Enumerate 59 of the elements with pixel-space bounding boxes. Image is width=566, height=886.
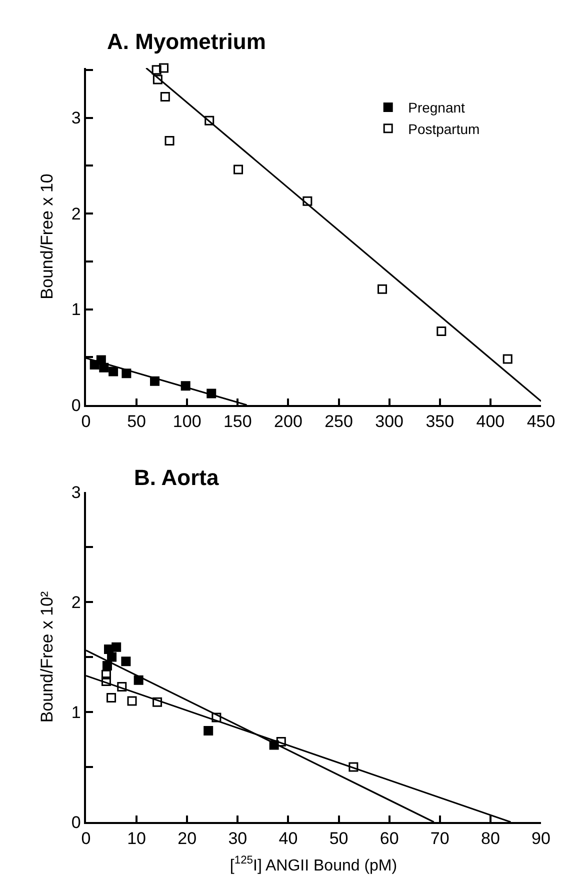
point — [204, 116, 214, 126]
y-tick-label: 2 — [71, 592, 81, 612]
legend-label: Pregnant — [408, 100, 466, 116]
x-tick-label: 150 — [223, 412, 252, 432]
y-tick-label: 0 — [71, 812, 81, 832]
x-axis-title: [$^{125}$I] ANGII Bound (pM) — [230, 854, 398, 874]
point — [99, 362, 109, 372]
y-tick-label: 2 — [71, 204, 81, 224]
point — [107, 652, 117, 662]
point — [152, 74, 162, 84]
point — [204, 726, 214, 736]
y-tick-label: 1 — [71, 300, 81, 320]
point — [152, 65, 162, 75]
point — [378, 284, 388, 294]
y-axis-title: Bound/Free x 10 — [37, 174, 56, 300]
x-tick-label: 30 — [228, 829, 248, 848]
x-tick-label: 80 — [480, 829, 500, 848]
point — [436, 326, 446, 336]
point — [160, 92, 170, 102]
x-tick-label: 300 — [375, 412, 404, 432]
point — [127, 696, 137, 706]
chart-title: B. Aorta — [134, 465, 220, 490]
chart-title: A. Myometrium — [107, 29, 266, 54]
x-tick-label: 50 — [329, 829, 348, 848]
point — [164, 136, 174, 146]
y-tick-label: 3 — [71, 108, 81, 128]
point — [159, 63, 168, 73]
x-tick-label: 60 — [380, 829, 399, 848]
point — [101, 676, 111, 686]
x-tick-label: 400 — [476, 412, 505, 432]
point — [112, 642, 122, 652]
point — [152, 697, 162, 707]
point — [121, 656, 131, 666]
y-tick-label: 1 — [71, 702, 81, 722]
x-tick-label: 70 — [430, 829, 450, 848]
y-tick-label: 3 — [71, 482, 81, 502]
y-axis-title: Bound/Free x 10² — [37, 590, 56, 723]
x-tick-label: 450 — [526, 412, 556, 432]
point — [101, 670, 111, 680]
x-tick-label: 90 — [532, 829, 550, 848]
legend-label: Postpartum — [408, 120, 480, 137]
point — [276, 736, 286, 746]
point — [212, 712, 222, 722]
y-tick-label: 0 — [71, 396, 81, 415]
x-tick-label: 40 — [278, 829, 298, 848]
x-tick-label: 100 — [172, 412, 202, 432]
x-tick-label: 250 — [324, 412, 353, 432]
point — [108, 366, 118, 376]
point — [234, 164, 244, 174]
x-tick-label: 200 — [274, 412, 302, 432]
point — [302, 196, 312, 206]
point — [502, 354, 512, 364]
point — [117, 682, 127, 692]
point — [348, 762, 358, 772]
x-tick-label: 50 — [127, 412, 146, 432]
x-tick-label: 10 — [127, 829, 146, 848]
point — [106, 692, 116, 702]
x-tick-label: 350 — [426, 412, 454, 432]
x-tick-label: 20 — [178, 829, 197, 848]
